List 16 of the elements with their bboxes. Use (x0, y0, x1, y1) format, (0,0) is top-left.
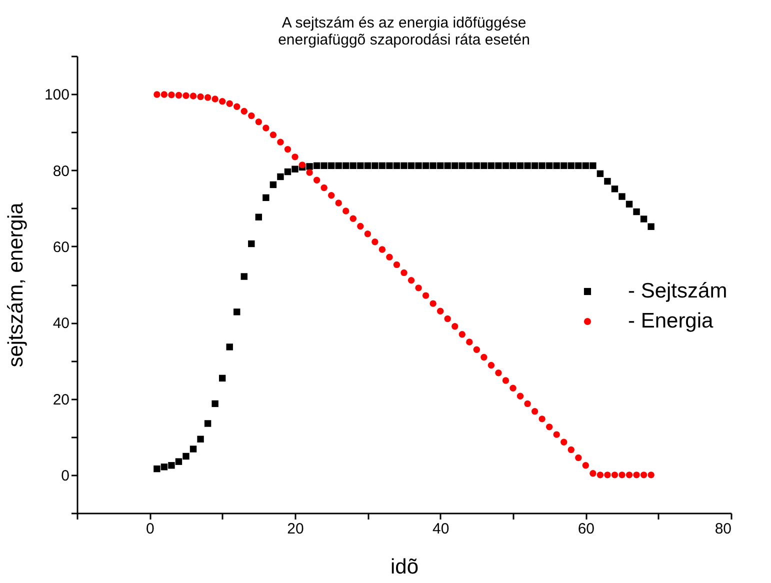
x-tick-label: 20 (287, 520, 304, 538)
y-tick-label: 0 (61, 467, 70, 484)
chart-title: A sejtszám és az energia idõfüggése energiafüggõ szaporodási ráta esetén (278, 14, 530, 48)
x-tick-label: 60 (578, 520, 595, 538)
x-axis-title: idõ (390, 556, 419, 578)
y-tick-label: 80 (52, 162, 70, 180)
y-tick-label: 20 (52, 391, 70, 408)
x-tick-label: 0 (146, 520, 154, 538)
y-axis-title: sejtszám, energia (4, 202, 28, 368)
legend-label: - Sejtszám (628, 280, 728, 302)
x-tick-label: 40 (432, 520, 450, 538)
y-tick-label: 100 (44, 86, 70, 104)
y-tick-label: 60 (52, 238, 70, 256)
x-tick-label: 80 (714, 520, 732, 538)
y-tick-label: 40 (52, 315, 70, 332)
legend-label: - Energia (628, 310, 714, 332)
